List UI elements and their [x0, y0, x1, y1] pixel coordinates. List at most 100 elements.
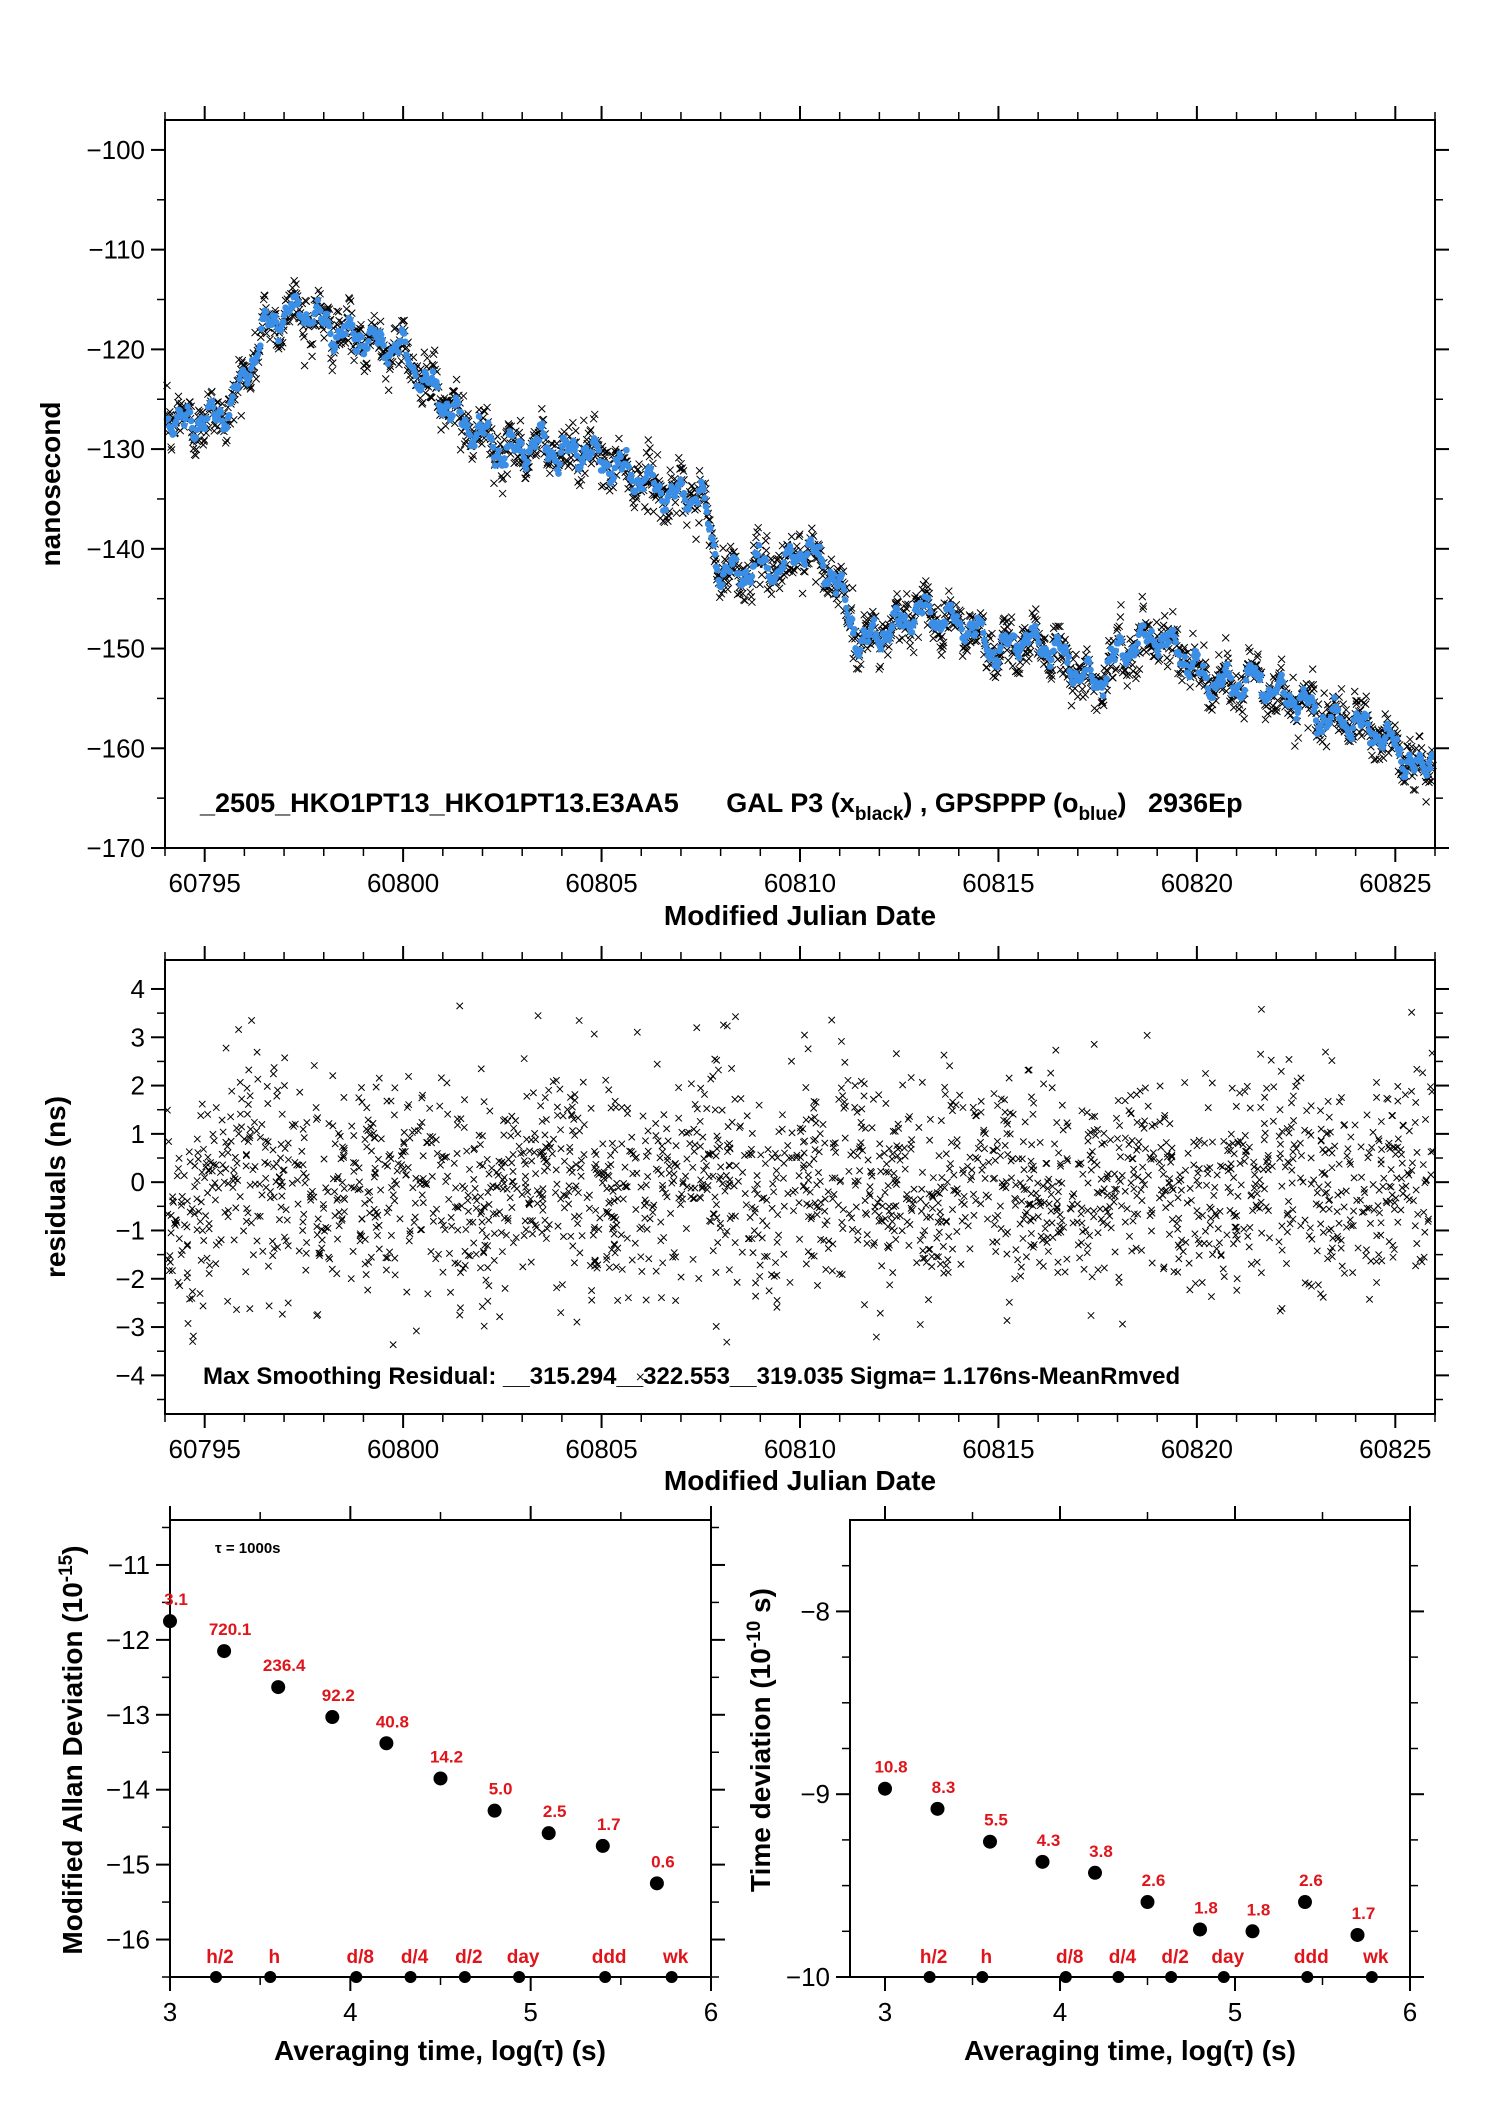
gpsppp-point: [893, 605, 901, 613]
gal-p3-point: [683, 521, 691, 529]
gal-p3-point: [904, 600, 912, 609]
ts-ytick-label: −170: [86, 833, 145, 863]
gpsppp-point: [1426, 765, 1434, 772]
gal-p3-point: [345, 295, 354, 303]
gal-p3-point: [174, 392, 183, 401]
gal-p3-point: [778, 577, 786, 586]
gal-p3-point: [214, 398, 223, 406]
gpsppp-point: [254, 351, 262, 358]
gpsppp-point: [1086, 659, 1093, 666]
gpsppp-point: [995, 658, 1002, 666]
gpsppp-point: [703, 508, 711, 516]
gpsppp-point: [429, 368, 437, 375]
gpsppp-point: [400, 330, 408, 337]
gal-p3-point: [898, 634, 907, 643]
gal-p3-point: [679, 466, 688, 475]
gpsppp-point: [495, 447, 502, 454]
gpsppp-point: [349, 321, 356, 329]
gal-p3-point: [490, 479, 498, 488]
gpsppp-point: [1204, 685, 1212, 692]
gpsppp-point: [235, 382, 242, 390]
gpsppp-point: [294, 298, 302, 305]
gpsppp-point: [1396, 746, 1404, 753]
gal-p3-point: [522, 470, 531, 479]
gpsppp-point: [642, 474, 650, 482]
gal-p3-point: [581, 469, 589, 478]
gal-p3-point: [428, 360, 437, 369]
gal-p3-point: [775, 584, 784, 593]
gpsppp-point: [314, 296, 322, 304]
gal-p3-point: [938, 644, 947, 653]
gal-p3-point: [237, 411, 246, 420]
gpsppp-point: [418, 384, 425, 391]
gpsppp-point: [627, 471, 635, 479]
gal-p3-point: [167, 443, 175, 451]
gpsppp-point: [1363, 712, 1371, 719]
gal-p3-point: [545, 469, 554, 478]
gpsppp-point: [1203, 674, 1211, 682]
gpsppp-point: [1242, 676, 1250, 684]
gpsppp-point: [209, 403, 217, 411]
gpsppp-point: [750, 562, 758, 569]
gpsppp-point: [694, 499, 702, 507]
gpsppp-point: [379, 336, 386, 344]
gal-p3-point: [854, 665, 863, 673]
gal-p3-point: [430, 346, 439, 355]
gpsppp-point: [803, 550, 811, 557]
gpsppp-point: [1103, 675, 1110, 682]
gpsppp-point: [475, 413, 483, 420]
gpsppp-point: [271, 312, 279, 320]
ts-xtick-label: 60805: [565, 868, 637, 898]
ts-ytick-label: −120: [86, 334, 145, 364]
gal-p3-point: [327, 354, 335, 363]
gpsppp-point: [961, 638, 969, 645]
gpsppp-point: [342, 330, 349, 337]
gpsppp-point: [380, 342, 387, 349]
gpsppp-point: [1327, 713, 1335, 721]
gpsppp-point: [953, 613, 961, 620]
gal-p3-point: [579, 416, 588, 425]
gpsppp-point: [787, 546, 795, 554]
gal-p3-point: [483, 403, 491, 412]
gpsppp-point: [1194, 651, 1201, 659]
gal-p3-point: [459, 392, 468, 400]
gpsppp-point: [986, 655, 994, 663]
gpsppp-point: [208, 397, 216, 405]
gpsppp-point: [1050, 647, 1057, 655]
gal-p3-point: [856, 660, 865, 669]
gpsppp-point: [449, 412, 456, 419]
gpsppp-point: [1031, 622, 1039, 630]
gpsppp-point: [588, 449, 596, 457]
gal-p3-point: [577, 475, 586, 484]
gpsppp-point: [186, 408, 194, 416]
gal-p3-point: [795, 532, 803, 541]
gal-p3-point: [902, 604, 911, 612]
gpsppp-point: [838, 571, 846, 578]
gpsppp-point: [455, 400, 462, 408]
gal-p3-point: [590, 410, 599, 419]
gpsppp-point: [1133, 648, 1140, 655]
gpsppp-point: [649, 471, 657, 479]
gal-p3-point: [342, 305, 351, 313]
gpsppp-point: [1209, 694, 1216, 701]
gpsppp-point: [501, 455, 508, 462]
gpsppp-point: [323, 310, 331, 318]
gpsppp-point: [1186, 673, 1193, 681]
gal-p3-point: [409, 353, 418, 362]
gal-p3-point: [644, 436, 653, 444]
gpsppp-point: [1219, 677, 1227, 685]
gpsppp-point: [856, 646, 864, 654]
gal-p3-point: [308, 339, 317, 348]
gpsppp-point: [1175, 651, 1183, 659]
ts-ytick-label: −150: [86, 634, 145, 664]
ts-ytick-label: −110: [88, 235, 145, 265]
gal-p3-point: [734, 561, 743, 570]
gpsppp-point: [662, 506, 669, 513]
gpsppp-point: [1402, 769, 1410, 776]
gal-p3-point: [427, 393, 436, 402]
gal-p3-point: [738, 589, 747, 598]
ts-xtick-label: 60800: [367, 868, 439, 898]
gal-p3-point: [671, 498, 680, 507]
gpsppp-point: [187, 417, 195, 425]
